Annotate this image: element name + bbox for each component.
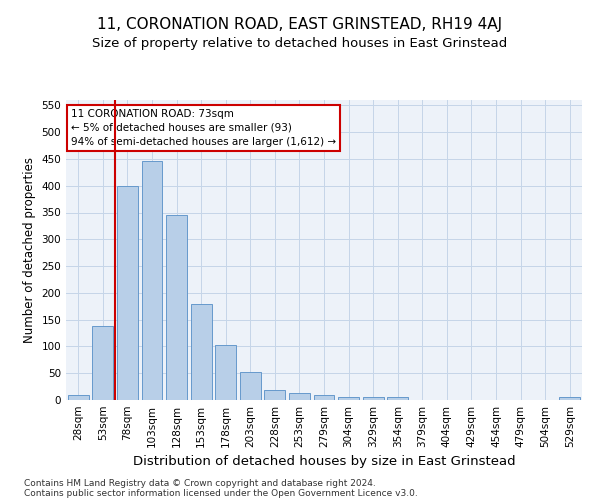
Text: 11 CORONATION ROAD: 73sqm
← 5% of detached houses are smaller (93)
94% of semi-d: 11 CORONATION ROAD: 73sqm ← 5% of detach… [71, 109, 336, 147]
Bar [559, 398, 580, 400]
Bar [215, 346, 236, 400]
Bar [240, 372, 261, 400]
Bar [265, 390, 286, 400]
Bar [338, 397, 359, 400]
Bar [362, 398, 383, 400]
Bar [387, 398, 408, 400]
Text: 11, CORONATION ROAD, EAST GRINSTEAD, RH19 4AJ: 11, CORONATION ROAD, EAST GRINSTEAD, RH1… [97, 18, 503, 32]
Text: Size of property relative to detached houses in East Grinstead: Size of property relative to detached ho… [92, 38, 508, 51]
Bar [289, 392, 310, 400]
Bar [68, 394, 89, 400]
Bar [142, 160, 163, 400]
Bar [314, 394, 334, 400]
Bar [92, 326, 113, 400]
X-axis label: Distribution of detached houses by size in East Grinstead: Distribution of detached houses by size … [133, 456, 515, 468]
Bar [191, 304, 212, 400]
Text: Contains public sector information licensed under the Open Government Licence v3: Contains public sector information licen… [24, 488, 418, 498]
Bar [117, 186, 138, 400]
Text: Contains HM Land Registry data © Crown copyright and database right 2024.: Contains HM Land Registry data © Crown c… [24, 478, 376, 488]
Bar [166, 215, 187, 400]
Y-axis label: Number of detached properties: Number of detached properties [23, 157, 36, 343]
